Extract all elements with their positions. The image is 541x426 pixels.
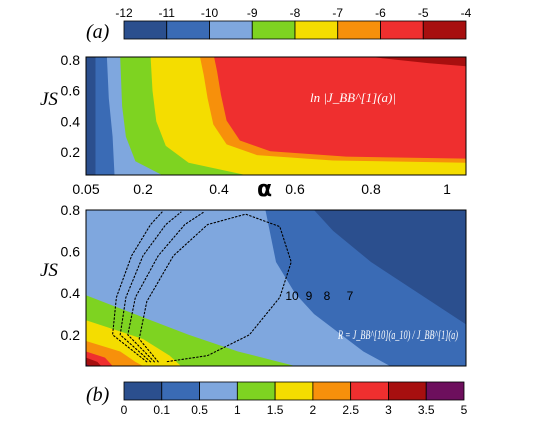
heatmap-a bbox=[86, 57, 466, 175]
y-tick-labels-a: 0.2 0.4 0.6 0.8 bbox=[61, 52, 81, 160]
region-b-level bbox=[314, 210, 466, 325]
colorbar-a-segment bbox=[337, 20, 381, 40]
colorbar-a-tick: -5 bbox=[418, 6, 429, 20]
colorbar-a-segment bbox=[380, 20, 424, 40]
x-tick-label: 0.2 bbox=[133, 181, 153, 197]
region-a-level bbox=[371, 57, 466, 67]
y-tick-label-b: 0.2 bbox=[61, 327, 81, 343]
panel-a-label: (a) bbox=[86, 21, 110, 43]
x-tick-labels: 0.05 0.2 0.4 0.6 0.8 1 bbox=[72, 181, 451, 197]
annotation-a: ln |J_BB^[1](a)| bbox=[310, 90, 396, 105]
colorbar-a-segment bbox=[123, 20, 168, 40]
y-axis-label-a: JS bbox=[40, 89, 58, 110]
colorbar-a-tick: -8 bbox=[290, 6, 301, 20]
colorbar-a-tick: -6 bbox=[375, 6, 386, 20]
contour-line-8 bbox=[119, 211, 182, 363]
annotation-b: R = J_BB^[10](a_10) / J_BB^[1](a) bbox=[337, 327, 458, 342]
colorbar-b-tick: 0.5 bbox=[191, 403, 208, 417]
x-tick-label: 1 bbox=[443, 181, 451, 197]
y-tick-labels-b: 0.2 0.4 0.6 0.8 bbox=[61, 202, 81, 343]
contour-labels-b: 10 9 8 7 bbox=[285, 289, 353, 303]
colorbar-b-tick: 2.5 bbox=[342, 403, 359, 417]
colorbar-a-segment bbox=[209, 20, 253, 40]
colorbar-a bbox=[123, 20, 467, 40]
heatmap-b bbox=[86, 210, 466, 366]
contour-label: 9 bbox=[306, 289, 313, 303]
colorbar-b-segment bbox=[199, 381, 238, 401]
colorbar-a-segment bbox=[422, 20, 467, 40]
colorbar-b-tick: 0 bbox=[121, 403, 128, 417]
x-tick-label: 0.4 bbox=[209, 181, 229, 197]
x-tick-label: 0.6 bbox=[285, 181, 305, 197]
y-tick-label-b: 0.4 bbox=[61, 285, 81, 301]
plot-frame-a bbox=[85, 56, 467, 176]
colorbar-a-tick-labels: -12 -11 -10 -9 -8 -7 -6 -5 -4 bbox=[115, 6, 471, 20]
y-tick-label-a: 0.2 bbox=[61, 144, 81, 160]
region-b-level bbox=[86, 363, 90, 366]
colorbar-a-segment bbox=[166, 20, 210, 40]
colorbar-a-tick: -4 bbox=[461, 6, 472, 20]
colorbar-a-tick: -9 bbox=[247, 6, 258, 20]
colorbar-a-segment bbox=[251, 20, 296, 40]
colorbar-b-tick: 3 bbox=[385, 403, 392, 417]
colorbar-b-tick: 3.5 bbox=[418, 403, 435, 417]
contour-line-10 bbox=[138, 213, 292, 363]
contour-label: 8 bbox=[324, 289, 331, 303]
y-axis-label-b: JS bbox=[40, 260, 58, 281]
contour-label: 7 bbox=[347, 289, 354, 303]
y-tick-label-a: 0.4 bbox=[61, 113, 81, 129]
colorbar-b bbox=[123, 381, 465, 401]
colorbar-b-segment bbox=[350, 381, 389, 401]
x-tick-label: 0.05 bbox=[72, 181, 99, 197]
contour-lines-b bbox=[112, 211, 292, 363]
colorbar-a-segment bbox=[294, 20, 339, 40]
contour-line-9 bbox=[127, 211, 205, 363]
colorbar-b-segment bbox=[388, 381, 427, 401]
contour-line-7 bbox=[112, 211, 163, 363]
contour-label: 10 bbox=[285, 289, 299, 303]
colorbar-b-segment bbox=[161, 381, 200, 401]
colorbar-b-tick: 1.5 bbox=[267, 403, 284, 417]
colorbar-b-segment bbox=[123, 381, 163, 401]
x-axis-label: α bbox=[257, 177, 272, 202]
colorbar-b-tick: 2 bbox=[310, 403, 317, 417]
region-a-level bbox=[214, 57, 466, 159]
colorbar-a-tick: -10 bbox=[201, 6, 219, 20]
x-tick-label: 0.8 bbox=[361, 181, 381, 197]
plot-frame-b bbox=[85, 209, 467, 367]
y-tick-label-b: 0.8 bbox=[61, 202, 81, 218]
y-tick-label-a: 0.8 bbox=[61, 52, 81, 68]
annotation-b-text: R = J_BB^[10](a_10) / J_BB^[1](a) bbox=[337, 327, 458, 342]
colorbar-b-segment bbox=[312, 381, 352, 401]
colorbar-a-tick: -11 bbox=[159, 6, 176, 20]
panel-b-label: (b) bbox=[86, 384, 110, 406]
colorbar-b-tick: 1 bbox=[234, 403, 241, 417]
colorbar-a-tick: -7 bbox=[332, 6, 343, 20]
colorbar-b-segment bbox=[274, 381, 314, 401]
colorbar-b-segment bbox=[425, 381, 465, 401]
y-tick-label-a: 0.6 bbox=[61, 83, 81, 99]
colorbar-a-tick: -12 bbox=[115, 6, 133, 20]
colorbar-b-tick-labels: 0 0.1 0.5 1 1.5 2 2.5 3 3.5 5 bbox=[121, 403, 468, 417]
y-tick-label-b: 0.6 bbox=[61, 244, 81, 260]
colorbar-b-segment bbox=[236, 381, 276, 401]
colorbar-b-tick: 0.1 bbox=[153, 403, 170, 417]
colorbar-b-tick: 5 bbox=[461, 403, 468, 417]
region-b-level bbox=[86, 357, 102, 366]
